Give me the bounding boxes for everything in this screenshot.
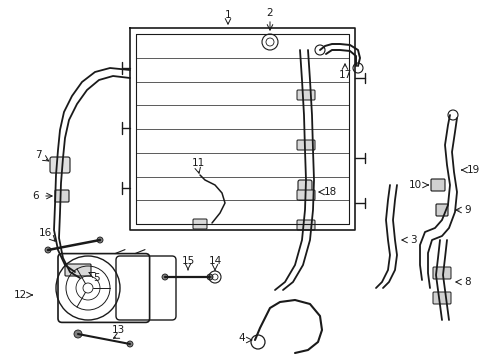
FancyBboxPatch shape — [298, 180, 312, 200]
Text: 12: 12 — [13, 290, 26, 300]
Text: 19: 19 — [466, 165, 480, 175]
Text: 6: 6 — [33, 191, 39, 201]
Text: 15: 15 — [181, 256, 195, 266]
Text: 9: 9 — [465, 205, 471, 215]
Text: 13: 13 — [111, 325, 124, 335]
Text: 8: 8 — [465, 277, 471, 287]
Circle shape — [162, 274, 168, 280]
Text: 2: 2 — [267, 8, 273, 18]
FancyBboxPatch shape — [297, 220, 315, 230]
Text: 11: 11 — [192, 158, 205, 168]
Text: 14: 14 — [208, 256, 221, 266]
FancyBboxPatch shape — [436, 204, 448, 216]
Text: 16: 16 — [38, 228, 51, 238]
FancyBboxPatch shape — [50, 157, 70, 173]
FancyBboxPatch shape — [297, 90, 315, 100]
FancyBboxPatch shape — [433, 267, 451, 279]
Circle shape — [127, 341, 133, 347]
Text: 10: 10 — [409, 180, 421, 190]
Circle shape — [207, 274, 213, 280]
Circle shape — [45, 247, 51, 253]
Text: 5: 5 — [93, 273, 99, 283]
FancyBboxPatch shape — [431, 179, 445, 191]
FancyBboxPatch shape — [433, 292, 451, 304]
FancyBboxPatch shape — [55, 190, 69, 202]
Text: 4: 4 — [239, 333, 245, 343]
Text: 1: 1 — [225, 10, 231, 20]
FancyBboxPatch shape — [297, 190, 315, 200]
FancyBboxPatch shape — [193, 219, 207, 229]
FancyBboxPatch shape — [297, 140, 315, 150]
Text: 3: 3 — [410, 235, 416, 245]
Circle shape — [74, 330, 82, 338]
Text: 17: 17 — [339, 70, 352, 80]
Circle shape — [97, 237, 103, 243]
FancyBboxPatch shape — [65, 264, 91, 276]
Text: 7: 7 — [35, 150, 41, 160]
Text: 18: 18 — [323, 187, 337, 197]
